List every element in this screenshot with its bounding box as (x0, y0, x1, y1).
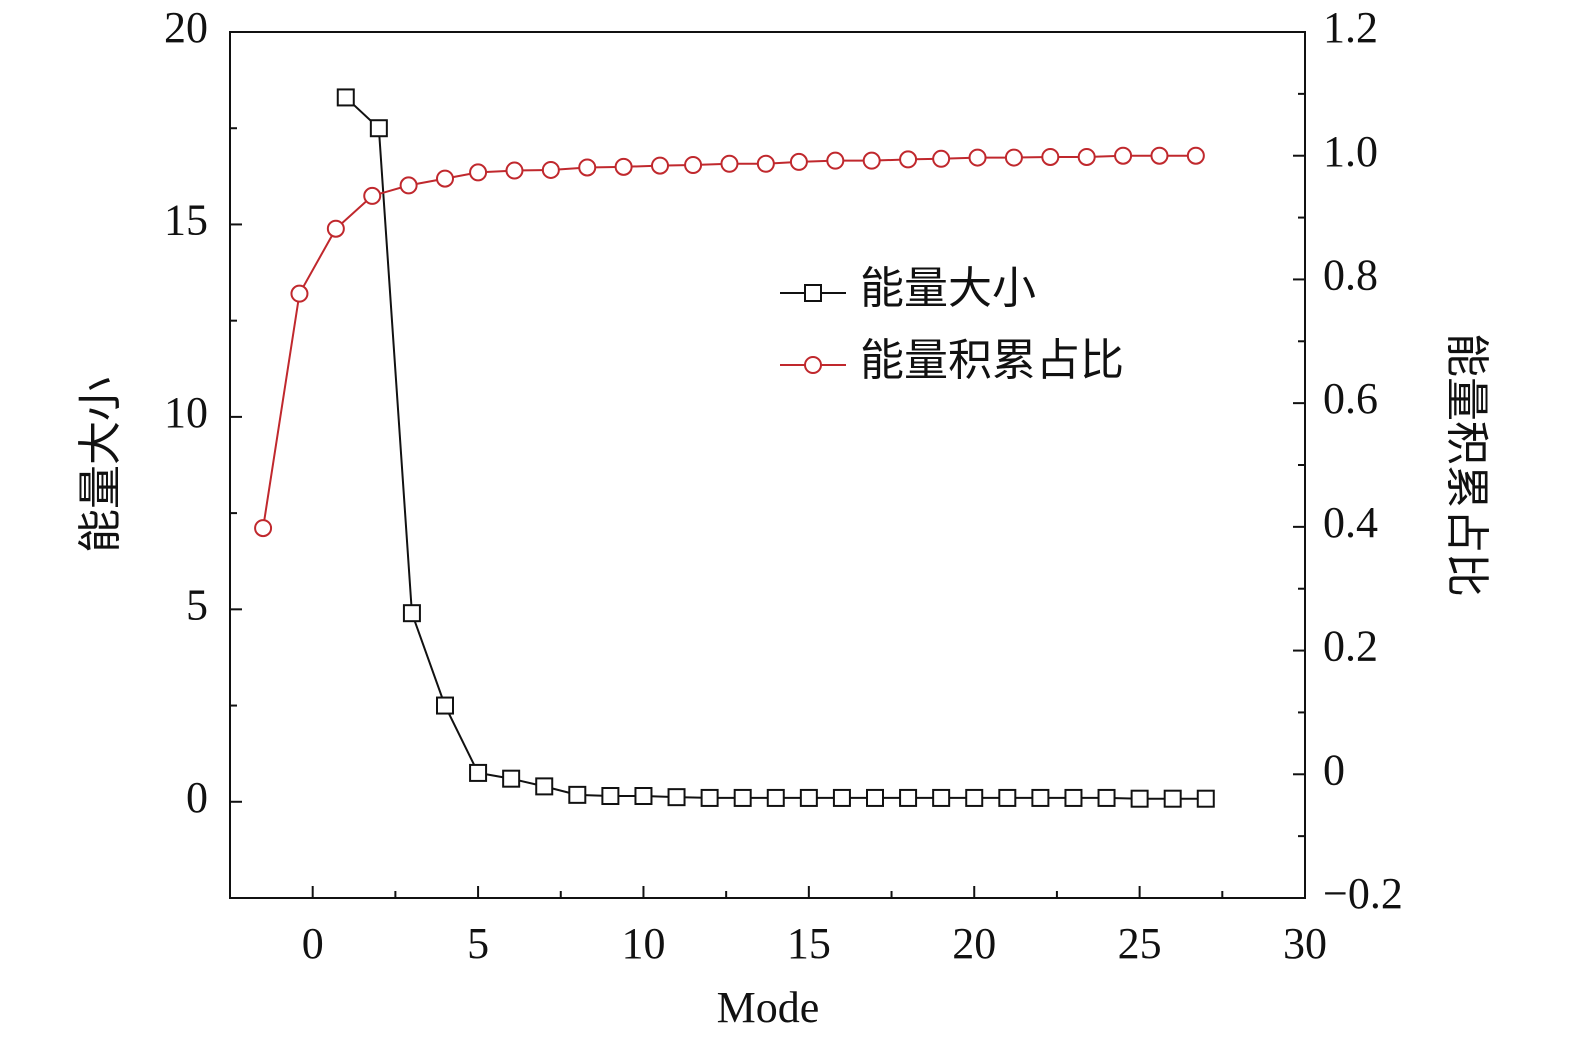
marker (601, 787, 620, 806)
marker (254, 519, 273, 538)
y2-tick-label: −0.2 (1323, 869, 1403, 918)
marker (899, 788, 918, 807)
marker (1004, 148, 1023, 167)
marker (399, 176, 418, 195)
marker (1130, 789, 1149, 808)
marker (578, 158, 597, 177)
marker (684, 155, 703, 174)
marker (369, 119, 388, 138)
x-tick-label: 0 (302, 919, 324, 968)
y-tick-label: 5 (186, 580, 208, 629)
y-tick-label: 0 (186, 773, 208, 822)
marker (436, 169, 454, 188)
marker (1041, 147, 1060, 166)
marker (568, 785, 587, 804)
marker (363, 186, 382, 205)
y2-tick-label: 1.2 (1323, 3, 1378, 52)
marker (832, 788, 851, 807)
marker (700, 788, 719, 807)
marker (1031, 788, 1050, 807)
marker (826, 151, 845, 170)
marker (1150, 146, 1169, 165)
y2-tick-label: 0.6 (1323, 374, 1378, 423)
marker (651, 156, 669, 175)
marker (789, 152, 808, 171)
y2-tick-label: 0 (1323, 745, 1345, 794)
marker (862, 151, 881, 170)
marker (336, 88, 355, 107)
marker (766, 788, 785, 807)
marker (1186, 146, 1205, 165)
y-tick-label: 10 (164, 388, 208, 437)
series-line (345, 96, 1206, 800)
y2-axis-label: 能量积累占比 (1442, 333, 1491, 597)
y2-tick-label: 0.2 (1323, 622, 1378, 671)
marker (469, 163, 488, 182)
marker (436, 696, 454, 715)
y2-tick-label: 0.4 (1323, 498, 1378, 547)
x-tick-label: 25 (1118, 919, 1162, 968)
marker (469, 763, 488, 782)
y-axis-label: 能量大小 (76, 377, 125, 553)
marker (1064, 788, 1083, 807)
legend-label: 能量积累占比 (860, 336, 1124, 385)
marker (1196, 789, 1215, 808)
marker (402, 604, 421, 623)
marker (290, 284, 309, 303)
marker (965, 788, 984, 807)
x-tick-label: 10 (621, 919, 665, 968)
x-axis-label: Mode (717, 983, 820, 1032)
legend-marker (804, 284, 822, 302)
marker (866, 788, 884, 807)
x-tick-label: 5 (467, 919, 489, 968)
marker (998, 788, 1017, 807)
marker (502, 769, 521, 788)
y-tick-label: 15 (164, 196, 208, 245)
legend-marker (804, 356, 822, 374)
y-tick-label: 20 (164, 3, 208, 52)
x-tick-label: 30 (1283, 919, 1327, 968)
x-tick-label: 20 (952, 919, 996, 968)
legend-label: 能量大小 (860, 264, 1036, 313)
x-tick-label: 15 (787, 919, 831, 968)
marker (932, 149, 951, 168)
marker (1163, 789, 1182, 808)
marker (932, 788, 951, 807)
marker (326, 219, 345, 238)
marker (614, 157, 633, 176)
marker (899, 150, 918, 169)
marker (1114, 146, 1133, 165)
y2-tick-label: 1.0 (1323, 127, 1378, 176)
marker (799, 788, 818, 807)
y2-tick-label: 0.8 (1323, 251, 1378, 300)
marker (634, 787, 653, 806)
marker (1077, 147, 1096, 166)
marker (756, 154, 775, 173)
marker (541, 160, 560, 179)
marker (720, 154, 739, 173)
marker (535, 777, 554, 796)
marker (968, 148, 987, 167)
marker (1097, 788, 1116, 807)
marker (733, 788, 752, 807)
marker (505, 161, 524, 180)
marker (667, 788, 686, 807)
